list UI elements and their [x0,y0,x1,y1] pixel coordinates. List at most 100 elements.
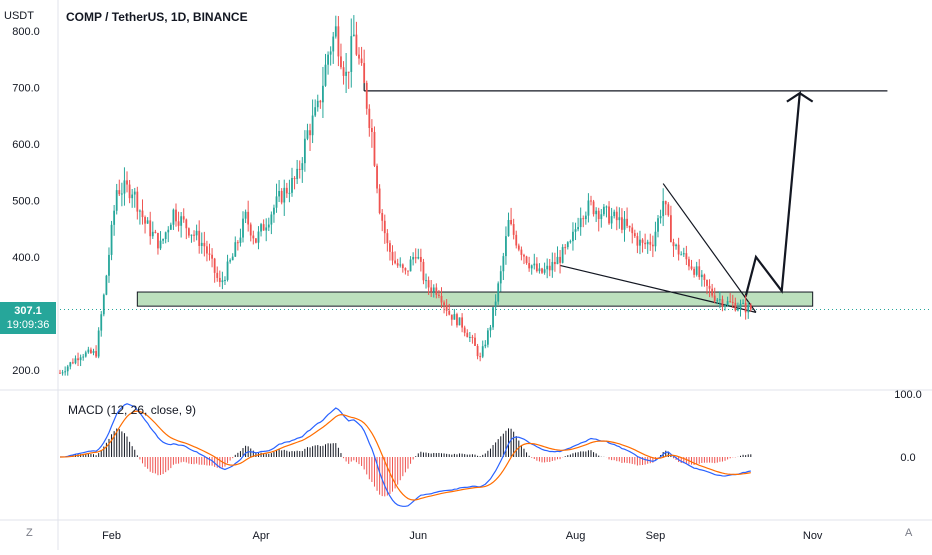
candle-body [739,303,742,309]
candle-body [394,260,396,264]
candle-body [512,224,515,235]
price-tick-label: 400.0 [12,252,40,264]
candle-body [538,268,541,272]
candle-body [396,263,399,266]
candle-body [633,233,636,237]
candle-body [672,242,675,247]
upper-trendline [662,183,757,313]
candle-body [141,210,144,218]
candle-body [435,287,438,295]
candle-body [329,51,332,55]
candle-body [644,242,647,245]
candle-body [319,100,322,103]
candle-body [340,56,342,68]
candle-body [95,350,97,357]
candle-body [468,336,471,338]
candle-body [450,314,453,320]
candle-body [636,236,639,246]
candle-body [133,191,136,195]
candle-body [541,268,543,273]
candle-body [551,261,554,271]
candle-body [659,216,662,219]
candle-body [605,206,608,208]
signal-line [59,410,751,501]
candle-body [203,242,206,247]
candle-body [528,263,531,269]
candle-body [626,218,628,226]
time-tick-label: Aug [566,530,586,542]
candle-body [453,314,456,320]
candle-body [566,242,569,248]
candle-body [499,271,502,284]
candle-body [206,246,208,254]
candle-body [471,336,474,338]
candle-body [440,295,443,303]
candle-body [334,26,337,37]
candle-body [386,233,389,244]
candle-body [154,231,157,233]
candle-body [419,256,422,262]
candle-body [569,241,572,243]
candle-body [456,314,458,326]
candle-body [608,206,610,224]
candle-body [448,310,451,315]
candle-body [355,34,358,55]
candle-body [628,225,631,228]
last-price-value: 307.1 [14,305,42,317]
candle-body [123,180,126,194]
candle-body [438,294,440,296]
candle-body [239,237,242,243]
candle-body [654,231,657,247]
candle-body [311,115,314,136]
candle-body [291,177,293,193]
auto-scale-button[interactable]: A [905,527,913,539]
candle-body [90,349,92,354]
candle-body [744,302,747,313]
candle-body [443,302,445,306]
candle-body [662,201,665,217]
candle-body [342,67,345,76]
candle-body [445,305,448,311]
candle-body [708,285,711,289]
candle-body [167,229,170,233]
candle-body [345,71,348,76]
candle-body [621,217,623,230]
candle-body [631,227,634,234]
candle-body [458,317,461,326]
candle-body [146,220,149,224]
candle-body [685,253,688,260]
price-tick-label: 500.0 [12,196,40,208]
candle-body [298,168,301,170]
candle-body [615,211,618,221]
support-zone [136,291,814,307]
last-price-countdown: 19:09:36 [6,319,50,331]
candle-body [149,220,152,237]
candle-body [172,209,175,225]
candle-body [242,218,244,238]
candle-body [182,216,185,220]
candle-body [347,71,350,73]
candle-body [718,299,721,301]
candle-body [332,36,335,52]
candle-body [82,356,85,358]
candle-body [190,234,193,236]
time-tick-label: Jun [409,530,427,542]
candle-body [489,327,492,331]
candle-body [175,209,177,222]
price-tick-label: 600.0 [12,139,40,151]
candle-body [716,299,719,302]
candle-body [700,274,703,278]
time-tick-label: Nov [803,530,823,542]
candle-body [262,224,265,231]
candle-body [564,247,567,249]
candle-body [584,215,587,220]
candle-body [463,327,466,333]
candle-body [721,299,724,307]
candle-body [432,287,435,292]
candle-body [131,194,134,199]
candle-body [466,332,469,338]
timezone-button[interactable]: Z [26,527,33,539]
last-price-badge[interactable]: 307.1 19:09:36 [0,302,56,334]
candle-body [401,264,404,269]
